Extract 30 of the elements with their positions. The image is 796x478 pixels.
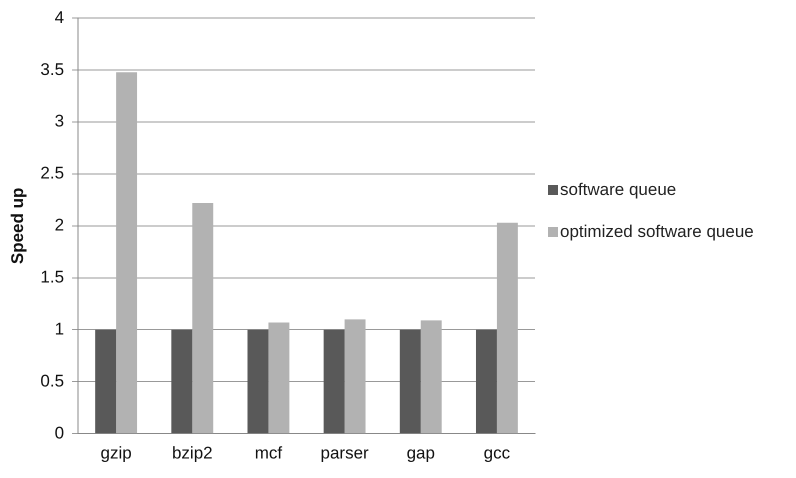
bar — [344, 319, 366, 434]
bar — [476, 330, 497, 434]
y-tick-label: 2.5 — [40, 164, 64, 183]
y-axis-title: Speed up — [8, 188, 27, 264]
y-tick-label: 3.5 — [40, 60, 64, 79]
y-tick-label: 0.5 — [40, 371, 64, 390]
y-tick-label: 2 — [54, 216, 64, 235]
legend-label: optimized software queue — [560, 222, 754, 242]
x-tick-label: gap — [406, 443, 435, 462]
y-tick-label: 4 — [54, 8, 64, 27]
x-tick-label: mcf — [254, 443, 282, 462]
x-tick-label: bzip2 — [172, 443, 213, 462]
bar — [192, 203, 214, 434]
bar — [247, 330, 268, 434]
legend-label: software queue — [560, 180, 676, 200]
bar — [116, 72, 138, 434]
bar — [496, 222, 518, 434]
x-tick-label: parser — [320, 443, 370, 462]
bar — [400, 330, 421, 434]
x-tick-label: gzip — [100, 443, 132, 462]
y-tick-label: 1.5 — [40, 268, 64, 287]
bar — [420, 320, 442, 434]
bar — [171, 330, 192, 434]
x-tick-label: gcc — [484, 443, 511, 462]
bar — [324, 330, 345, 434]
y-tick-label: 1 — [54, 319, 64, 338]
bar — [95, 330, 116, 434]
y-tick-label: 3 — [54, 112, 64, 131]
bar — [268, 322, 290, 434]
y-tick-label: 0 — [54, 423, 64, 442]
